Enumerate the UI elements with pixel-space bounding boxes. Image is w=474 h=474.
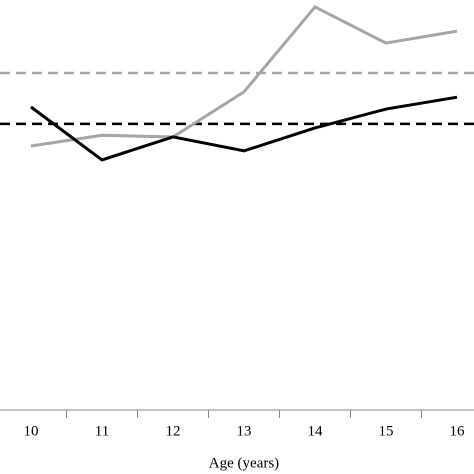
x-tick-label: 16: [450, 423, 466, 439]
x-tick-label: 11: [95, 423, 109, 439]
data-line: [30, 95, 458, 162]
x-tick-label: 14: [308, 423, 324, 439]
x-tick-label: 13: [237, 423, 252, 439]
x-tick-label: 10: [24, 423, 39, 439]
x-axis-label: Age (years): [209, 455, 279, 471]
x-tick-label: 12: [166, 423, 181, 439]
x-tick-label: 15: [379, 423, 394, 439]
data-line: [30, 5, 458, 148]
